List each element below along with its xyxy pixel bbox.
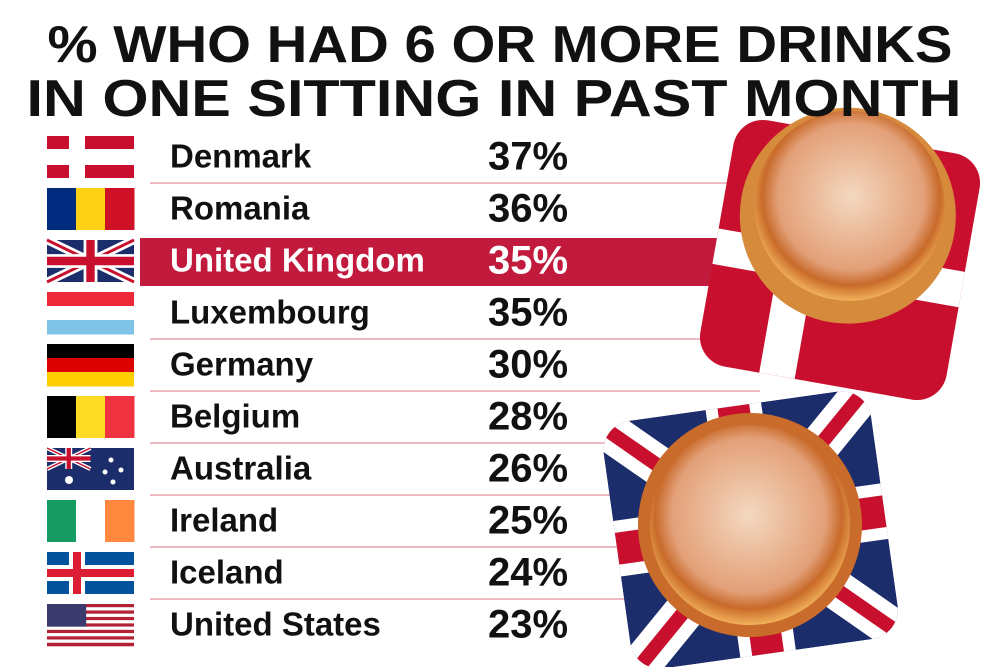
flag-part — [76, 500, 106, 542]
country-name: United Kingdom — [170, 242, 425, 279]
flag-part — [47, 636, 134, 640]
percentage: 25% — [488, 499, 568, 543]
table-row: Germany 30% — [47, 338, 760, 387]
percentage: 36% — [488, 187, 568, 231]
flag-part — [105, 396, 135, 438]
flag — [47, 344, 134, 387]
flag-part — [47, 396, 77, 438]
country-name: United States — [170, 606, 381, 643]
percentage: 35% — [488, 291, 568, 335]
percentage: 35% — [488, 239, 568, 283]
flag-part — [47, 613, 134, 618]
flag-part — [47, 610, 134, 614]
flag-part — [47, 500, 77, 542]
country-name: Luxembourg — [170, 294, 370, 331]
flag-part — [47, 358, 134, 373]
flag-part — [105, 500, 135, 542]
flag-part — [47, 604, 134, 608]
flag-part — [47, 569, 134, 577]
flag-part — [47, 372, 134, 387]
table-row: Belgium 28% — [47, 390, 760, 439]
flag-part — [47, 639, 134, 644]
flag-part — [47, 616, 134, 621]
flag-part — [47, 642, 134, 647]
beer-coaster-uk — [599, 387, 902, 667]
flag-part — [108, 457, 114, 463]
table-row: Australia 26% — [46, 442, 760, 491]
flag — [45, 236, 136, 286]
flag-part — [47, 306, 134, 321]
table-row: Luxembourg 35% — [47, 291, 568, 335]
country-name: Germany — [170, 346, 314, 383]
country-name: Australia — [170, 450, 312, 487]
flag — [47, 500, 135, 542]
flag-part — [47, 626, 134, 631]
flag-part — [105, 188, 135, 230]
flag-part — [118, 467, 124, 473]
rows: Denmark 37%Romania 36%United Kingdom 35%Lux… — [45, 135, 760, 647]
flag-part — [47, 292, 134, 307]
beer-coaster-denmark — [699, 107, 981, 401]
flag-part — [47, 240, 134, 282]
country-name: Ireland — [170, 502, 278, 539]
flag-part — [47, 633, 134, 637]
title-line: % WHO HAD 6 OR MORE DRINKS — [48, 16, 953, 74]
flag-part — [47, 344, 134, 359]
flag — [47, 604, 134, 647]
percentage: 37% — [488, 135, 568, 179]
table-row: Romania 36% — [47, 182, 760, 231]
flag-part — [47, 188, 77, 230]
flag — [47, 552, 134, 594]
highlight-bar — [140, 238, 750, 286]
country-name: Denmark — [170, 138, 312, 175]
country-name: Iceland — [170, 554, 284, 591]
flag-part — [76, 396, 106, 438]
table-row: Denmark 37% — [47, 135, 568, 179]
flag-part — [76, 188, 106, 230]
flag-part — [47, 629, 134, 634]
flag-part — [102, 469, 108, 475]
table-row: Ireland 25% — [47, 494, 760, 543]
percentage: 30% — [488, 343, 568, 387]
flag — [47, 188, 135, 230]
flag-part — [47, 149, 134, 165]
flag-part — [110, 479, 116, 485]
table-row: Iceland 24% — [47, 546, 760, 595]
flag — [46, 446, 134, 490]
flag-part — [47, 448, 91, 469]
country-name: Romania — [170, 190, 310, 227]
flag-part — [47, 607, 134, 611]
table-row: United Kingdom 35% — [45, 236, 750, 286]
percentage: 28% — [488, 395, 568, 439]
percentage: 26% — [488, 447, 568, 491]
table-row: United States 23% — [47, 598, 760, 647]
flag-part — [47, 620, 134, 624]
flag-part — [47, 320, 134, 335]
title-line: IN ONE SITTING IN PAST MONTH — [27, 70, 962, 128]
flag-part — [47, 623, 134, 627]
country-name: Belgium — [170, 398, 300, 435]
percentage: 24% — [488, 551, 568, 595]
percentage: 23% — [488, 603, 568, 647]
flag-part — [47, 604, 87, 627]
flag — [47, 136, 134, 178]
flag — [47, 396, 135, 438]
flag — [47, 292, 134, 335]
flag-part — [65, 476, 73, 484]
